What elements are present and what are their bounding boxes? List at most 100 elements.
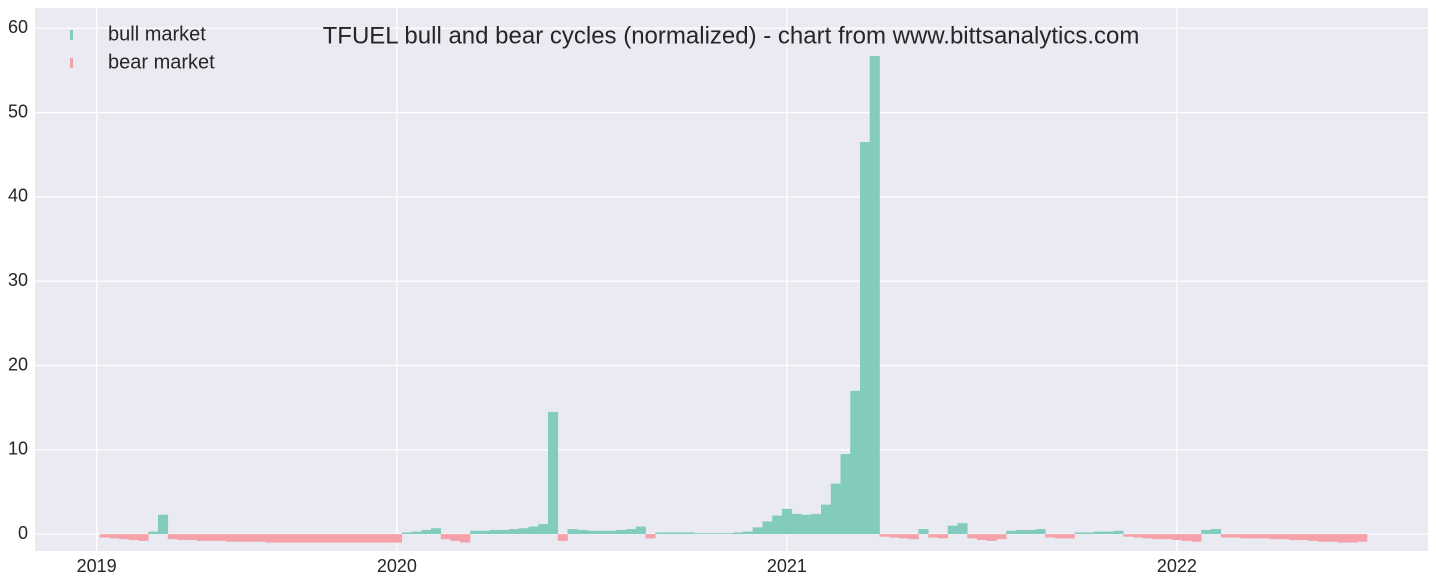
bar — [889, 534, 900, 538]
bar — [577, 529, 588, 535]
legend-marker — [70, 30, 73, 40]
bar — [1318, 534, 1329, 542]
legend-label: bull market — [108, 23, 206, 45]
bar — [372, 534, 383, 543]
bar — [187, 534, 198, 541]
bar — [908, 534, 919, 540]
bar — [830, 483, 841, 535]
bar — [1103, 531, 1114, 535]
bar — [333, 534, 344, 543]
labels: 0 10 20 30 40 50 60 2019 2020 2021 2022 bull market… — [8, 17, 1197, 576]
bar — [245, 534, 256, 542]
bar — [216, 534, 227, 541]
bar — [879, 534, 890, 537]
bar — [1025, 529, 1036, 535]
bar — [898, 534, 910, 539]
bar — [1308, 534, 1319, 541]
bar — [1230, 534, 1241, 538]
bar — [538, 524, 549, 535]
bar — [1015, 529, 1027, 535]
bar — [626, 529, 637, 535]
bar — [1113, 530, 1124, 535]
bar — [1074, 532, 1085, 535]
bar — [1357, 534, 1368, 542]
bar — [976, 534, 988, 541]
bar — [674, 532, 685, 535]
bar — [557, 534, 568, 541]
bar — [109, 534, 120, 539]
bar — [401, 532, 412, 535]
bar — [1064, 534, 1075, 539]
bar — [138, 534, 149, 541]
bar — [518, 528, 529, 535]
bar — [752, 527, 763, 535]
bar — [167, 534, 178, 540]
bar — [733, 532, 744, 535]
bar — [489, 529, 500, 535]
legend-marker — [70, 58, 73, 68]
bar — [440, 534, 451, 540]
bar — [840, 454, 851, 535]
bar — [1337, 534, 1348, 543]
bar — [1347, 534, 1358, 543]
bar — [723, 533, 734, 535]
chart-title: TFUEL bull and bear cycles (normalized) … — [323, 22, 1140, 49]
bar — [206, 534, 217, 541]
bar — [528, 526, 539, 535]
bar — [1084, 532, 1095, 535]
bar — [859, 142, 871, 535]
x-tick-label: 2022 — [1157, 556, 1197, 576]
bar — [1054, 534, 1066, 539]
bar — [587, 530, 598, 535]
bar — [616, 529, 627, 535]
bar — [158, 514, 169, 535]
bar — [665, 532, 676, 535]
bar — [850, 390, 861, 535]
bar — [967, 534, 978, 539]
bar — [1269, 534, 1280, 540]
bar — [928, 534, 939, 538]
grid — [35, 8, 1428, 551]
bar — [353, 534, 364, 543]
bar — [811, 513, 822, 535]
bar — [1035, 529, 1046, 535]
bar — [236, 534, 247, 542]
bar — [1162, 534, 1173, 540]
x-tick-label: 2020 — [377, 556, 417, 576]
plot-area — [35, 8, 1428, 551]
bar — [1181, 534, 1192, 541]
bar — [645, 534, 656, 539]
y-tick-label: 40 — [8, 186, 28, 206]
bar — [869, 56, 880, 535]
bar — [548, 411, 559, 535]
y-tick-label: 30 — [8, 270, 28, 290]
bar — [450, 534, 461, 541]
bar — [284, 534, 295, 543]
bar — [275, 534, 286, 543]
bar — [986, 534, 997, 541]
bar — [323, 534, 334, 543]
bar — [1045, 534, 1056, 538]
bar — [1006, 530, 1017, 535]
bar — [782, 508, 793, 535]
y-tick-label: 60 — [8, 17, 28, 37]
bar — [743, 531, 754, 535]
bar — [606, 530, 617, 535]
legend-label: bear market — [108, 51, 215, 73]
bar — [704, 533, 715, 535]
bar — [255, 534, 266, 542]
bar — [99, 534, 110, 538]
bar — [509, 529, 520, 535]
bar — [937, 534, 949, 539]
bar — [1327, 534, 1339, 542]
bar — [119, 534, 130, 540]
bar — [470, 530, 481, 535]
bar — [1152, 534, 1163, 540]
bar — [177, 534, 188, 541]
bar — [801, 514, 812, 535]
bar — [655, 532, 666, 535]
bar — [1249, 534, 1261, 539]
bar — [694, 533, 705, 535]
bar — [304, 534, 315, 543]
